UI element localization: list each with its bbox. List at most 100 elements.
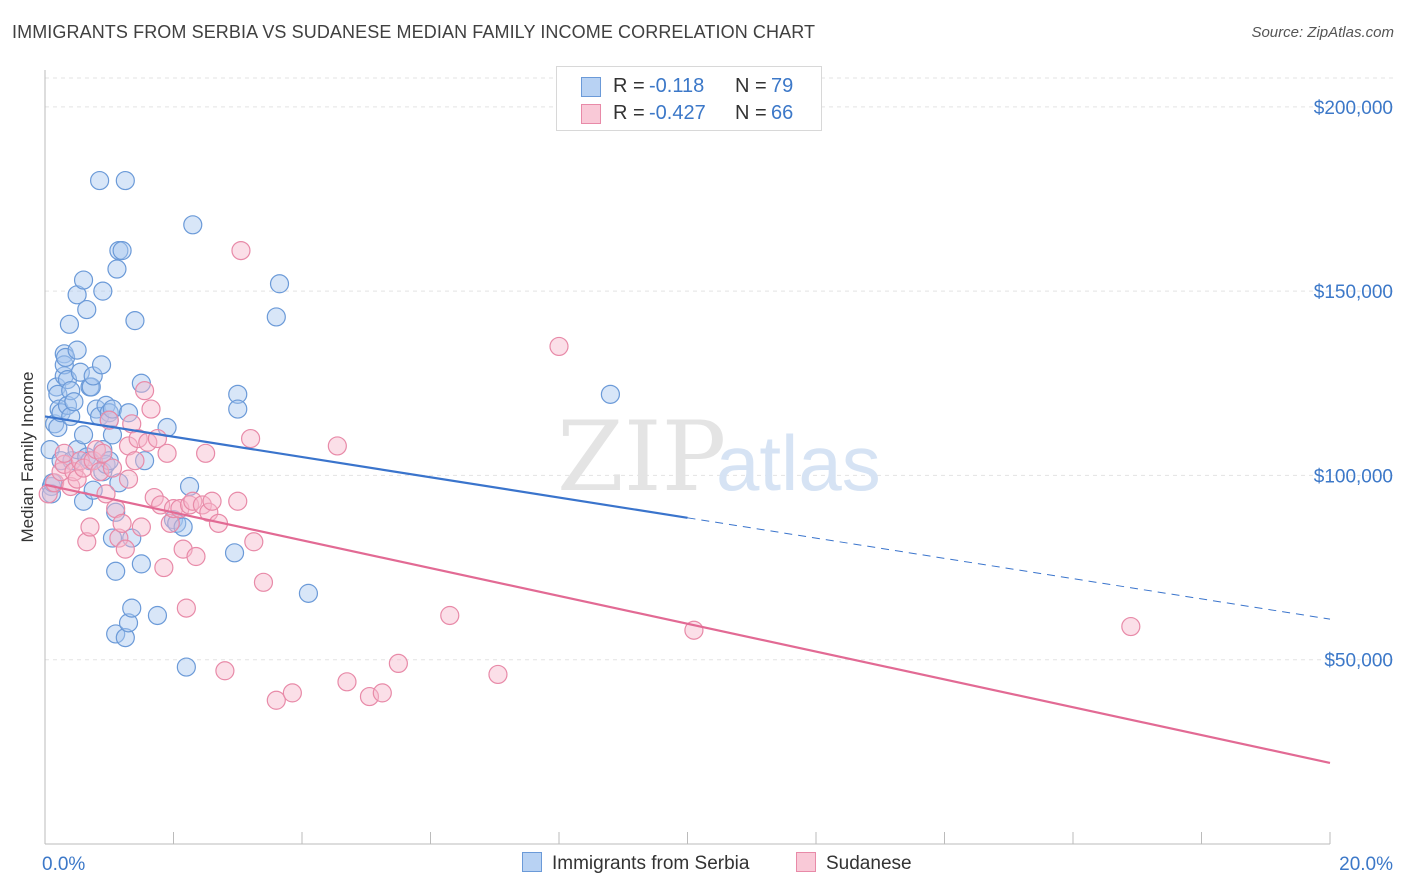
sudanese-point bbox=[282, 683, 302, 703]
sudanese-point bbox=[192, 495, 213, 515]
sudanese-point bbox=[80, 517, 100, 537]
serbia-point bbox=[167, 513, 187, 533]
chart-title: IMMIGRANTS FROM SERBIA VS SUDANESE MEDIA… bbox=[12, 22, 816, 42]
serbia-point bbox=[99, 403, 119, 423]
sudanese-point bbox=[115, 539, 135, 559]
serbia-point bbox=[173, 517, 193, 537]
legend-n-label: N = bbox=[735, 102, 767, 124]
sudanese-point bbox=[125, 451, 145, 471]
serbia-point bbox=[266, 307, 286, 327]
legend-r-value: -0.427 bbox=[649, 102, 706, 124]
legend-n-label: N = bbox=[735, 75, 767, 97]
serbia-point bbox=[163, 510, 184, 530]
serbia-point bbox=[54, 355, 74, 375]
legend-swatch-serbia bbox=[581, 77, 601, 97]
sudanese-point bbox=[67, 469, 87, 489]
serbia-point bbox=[228, 384, 248, 404]
serbia-point bbox=[183, 215, 203, 235]
sudanese-point bbox=[90, 462, 110, 482]
serbia-trend-extension bbox=[687, 517, 1331, 620]
legend-n-value: 66 bbox=[771, 102, 794, 124]
sudanese-point bbox=[157, 443, 177, 463]
serbia-point bbox=[102, 399, 123, 419]
serbia-point bbox=[73, 270, 94, 290]
sudanese-point bbox=[228, 491, 248, 511]
serbia-point bbox=[102, 425, 123, 445]
x-tick-labels: 0.0% 20.0% bbox=[42, 854, 1393, 875]
watermark-zip: ZIP bbox=[557, 401, 726, 513]
bottom-legend-sudanese: Sudanese bbox=[796, 852, 912, 875]
serbia-point bbox=[93, 281, 113, 301]
serbia-point bbox=[118, 613, 139, 633]
serbia-point bbox=[77, 447, 97, 467]
sudanese-point bbox=[134, 381, 155, 401]
sudanese-point bbox=[488, 664, 508, 685]
sudanese-point bbox=[141, 399, 161, 419]
sudanese-point bbox=[196, 443, 216, 463]
bottom-legend-swatch-sudanese bbox=[796, 852, 816, 872]
serbia-point bbox=[55, 347, 76, 368]
sudanese-point bbox=[337, 672, 357, 692]
sudanese-trend-line bbox=[44, 483, 1331, 764]
serbia-point bbox=[600, 384, 621, 404]
legend-n-value: 79 bbox=[771, 75, 794, 97]
sudanese-point bbox=[186, 546, 206, 567]
sudanese-point bbox=[131, 517, 151, 537]
legend-swatch-sudanese bbox=[581, 104, 601, 124]
bottom-legend-label-sudanese: Sudanese bbox=[826, 853, 912, 874]
serbia-point bbox=[269, 274, 290, 294]
grid-lines bbox=[45, 77, 1395, 661]
serbia-point bbox=[122, 598, 142, 618]
serbia-point bbox=[134, 451, 155, 471]
sudanese-point bbox=[266, 690, 286, 710]
sudanese-point bbox=[144, 487, 164, 508]
sudanese-point bbox=[327, 436, 347, 456]
sudanese-point bbox=[86, 440, 107, 460]
sudanese-point bbox=[54, 443, 74, 463]
serbia-point bbox=[115, 627, 135, 648]
y-tick-label: $100,000 bbox=[1314, 466, 1393, 487]
y-tick-labels: $50,000 $100,000 $150,000 $200,000 bbox=[1314, 98, 1393, 672]
y-tick-label: $50,000 bbox=[1324, 651, 1393, 672]
serbia-point bbox=[61, 381, 81, 401]
sudanese-point bbox=[109, 528, 129, 548]
x-tick-label: 20.0% bbox=[1339, 854, 1393, 875]
serbia-point bbox=[102, 528, 123, 548]
watermark: ZIP atlas bbox=[557, 401, 881, 513]
serbia-point bbox=[59, 314, 80, 334]
sudanese-point bbox=[549, 336, 569, 357]
bottom-legend-swatch-serbia bbox=[522, 852, 542, 872]
serbia-point bbox=[125, 311, 145, 331]
legend-r-value: -0.118 bbox=[649, 75, 705, 97]
serbia-point bbox=[73, 425, 94, 445]
serbia-point bbox=[115, 170, 135, 191]
sudanese-point bbox=[73, 458, 94, 478]
sudanese-point bbox=[99, 410, 119, 430]
serbia-point bbox=[106, 561, 126, 581]
sudanese-point bbox=[202, 491, 222, 511]
serbia-point bbox=[57, 395, 78, 415]
serbia-point bbox=[112, 241, 132, 261]
serbia-point bbox=[228, 399, 248, 419]
serbia-point bbox=[67, 340, 87, 360]
stats-legend: R = -0.118 N = 79 R = -0.427 N = 66 bbox=[556, 66, 822, 131]
bottom-legend-label-serbia: Immigrants from Serbia bbox=[552, 853, 750, 874]
serbia-point bbox=[48, 384, 68, 404]
serbia-point bbox=[70, 362, 90, 382]
serbia-point bbox=[147, 605, 168, 626]
y-tick-label: $150,000 bbox=[1314, 282, 1393, 303]
serbia-point bbox=[77, 299, 97, 320]
serbia-point bbox=[118, 403, 139, 423]
sudanese-point bbox=[93, 443, 113, 463]
legend-r-label: R = bbox=[613, 75, 645, 97]
sudanese-point bbox=[83, 451, 103, 471]
sudanese-point bbox=[160, 513, 180, 533]
sudanese-point bbox=[77, 532, 97, 552]
sudanese-point bbox=[118, 469, 139, 489]
sudanese-point bbox=[440, 605, 460, 626]
sudanese-point bbox=[54, 454, 74, 474]
serbia-point bbox=[176, 657, 196, 677]
sudanese-point bbox=[154, 557, 174, 578]
trend-lines bbox=[44, 415, 1331, 764]
